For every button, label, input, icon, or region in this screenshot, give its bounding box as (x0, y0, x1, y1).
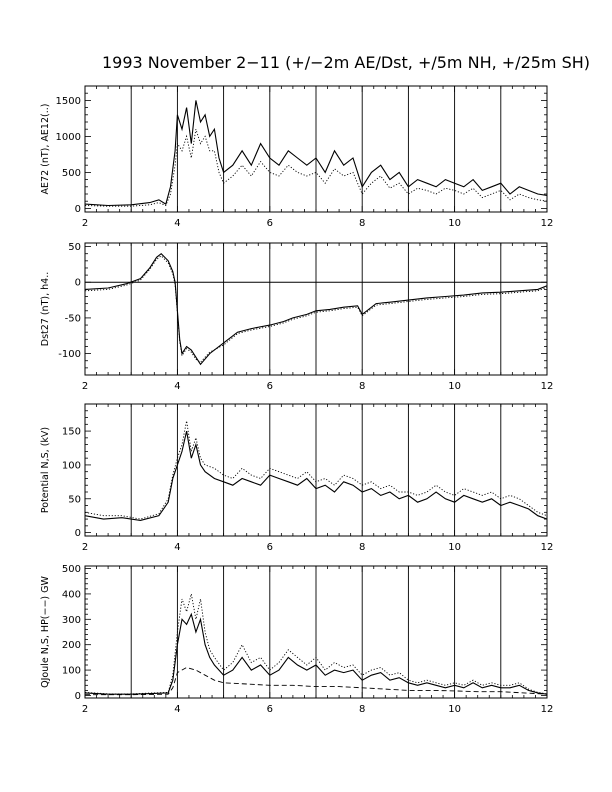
series-line-solid (85, 430, 547, 521)
series-line-solid (85, 252, 547, 366)
series-line-dotted (85, 593, 547, 695)
x-tick-label: 2 (82, 542, 88, 553)
y-axis-label: QJoule N,S, HP(−−) GW (40, 575, 51, 687)
x-tick-label: 10 (448, 542, 461, 553)
y-tick-label: 0 (75, 278, 81, 289)
y-tick-label: 1000 (56, 132, 81, 143)
y-tick-label: 1500 (56, 96, 81, 107)
x-tick-label: 10 (448, 218, 461, 229)
series-group (85, 593, 547, 696)
series-line-dashed (85, 667, 547, 696)
x-tick-label: 4 (174, 218, 180, 229)
y-tick-label: -50 (65, 313, 81, 324)
panel-2: 2 4 6 8 10 12 -100 -50 0 50 Dst27 (nT), h4.. (40, 242, 553, 392)
series-group (85, 252, 547, 366)
y-tick-label: -100 (58, 349, 81, 360)
x-tick-label: 8 (359, 704, 365, 715)
y-tick-label: 100 (62, 460, 81, 471)
x-tick-label: 10 (448, 704, 461, 715)
y-tick-label: 300 (62, 615, 81, 626)
y-axis-label: Dst27 (nT), h4.. (40, 272, 51, 346)
series-line-dotted (85, 420, 547, 520)
y-tick-label: 400 (62, 589, 81, 600)
x-tick-label: 6 (267, 218, 273, 229)
chart-title: 1993 November 2−11 (+/−2m AE/Dst, +/5m N… (102, 53, 590, 72)
x-tick-label: 2 (82, 704, 88, 715)
x-tick-label: 6 (267, 704, 273, 715)
series-line-dotted (85, 255, 547, 363)
x-tick-label: 6 (267, 381, 273, 392)
x-tick-label: 12 (541, 218, 554, 229)
y-tick-label: 50 (68, 242, 81, 253)
y-tick-label: 500 (62, 168, 81, 179)
y-tick-label: 500 (62, 564, 81, 575)
x-tick-label: 8 (359, 542, 365, 553)
x-tick-label: 10 (448, 381, 461, 392)
panel-4: 2 4 6 8 10 12 0 100 200 300 400 500 QJoule N,S, HP(−… (40, 564, 553, 715)
series-line-solid (85, 100, 547, 207)
y-tick-label: 200 (62, 640, 81, 651)
x-tick-label: 4 (174, 381, 180, 392)
series-group (85, 100, 547, 207)
y-axis-label: AE72 (nT), AE12(..) (40, 104, 51, 195)
panel-3: 2 4 6 8 10 12 0 50 100 150 Potential N,S, (kV) (40, 403, 554, 553)
x-tick-label: 12 (541, 381, 554, 392)
series-line-solid (85, 612, 547, 695)
y-tick-label: 50 (68, 494, 81, 505)
series-group (85, 420, 547, 521)
x-tick-label: 12 (541, 542, 554, 553)
x-tick-label: 4 (174, 704, 180, 715)
y-tick-label: 150 (62, 427, 81, 438)
x-tick-label: 12 (541, 704, 554, 715)
y-tick-label: 0 (75, 691, 81, 702)
y-tick-label: 100 (62, 666, 81, 677)
x-tick-label: 4 (174, 542, 180, 553)
x-tick-label: 2 (82, 381, 88, 392)
x-tick-label: 8 (359, 381, 365, 392)
y-axis-label: Potential N,S, (kV) (40, 427, 51, 513)
y-tick-label: 0 (75, 528, 81, 539)
y-tick-label: 0 (75, 204, 81, 215)
x-tick-label: 6 (267, 542, 273, 553)
x-tick-label: 8 (359, 218, 365, 229)
panel-1: 2 4 6 8 10 12 0 500 1000 1500 AE72 (nT), AE12(..) (40, 85, 554, 229)
x-tick-label: 2 (82, 218, 88, 229)
